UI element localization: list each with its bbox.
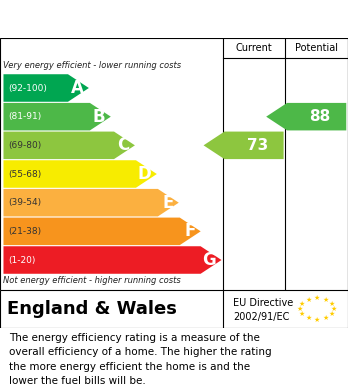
Text: ★: ★ [322, 315, 328, 321]
Text: Energy Efficiency Rating: Energy Efficiency Rating [9, 11, 230, 27]
Text: England & Wales: England & Wales [7, 300, 177, 318]
Text: D: D [138, 165, 152, 183]
Text: ★: ★ [299, 301, 305, 307]
Text: B: B [93, 108, 105, 126]
Text: ★: ★ [314, 295, 320, 301]
Text: (1-20): (1-20) [9, 255, 36, 265]
Text: F: F [184, 222, 196, 240]
Text: ★: ★ [322, 297, 328, 303]
Text: 2002/91/EC: 2002/91/EC [233, 312, 290, 322]
Text: ★: ★ [296, 306, 303, 312]
Polygon shape [3, 103, 111, 131]
Polygon shape [3, 189, 179, 217]
Polygon shape [3, 132, 135, 159]
Text: (92-100): (92-100) [9, 84, 48, 93]
Text: E: E [162, 194, 174, 212]
Text: ★: ★ [305, 315, 311, 321]
Text: Very energy efficient - lower running costs: Very energy efficient - lower running co… [3, 61, 182, 70]
Text: 88: 88 [309, 109, 331, 124]
Text: C: C [117, 136, 130, 154]
Text: A: A [71, 79, 84, 97]
Text: ★: ★ [328, 301, 334, 307]
Text: ★: ★ [314, 317, 320, 323]
Text: The energy efficiency rating is a measure of the
overall efficiency of a home. T: The energy efficiency rating is a measur… [9, 333, 271, 386]
Text: 73: 73 [247, 138, 268, 153]
Polygon shape [204, 132, 284, 159]
Text: ★: ★ [299, 311, 305, 317]
Text: ★: ★ [305, 297, 311, 303]
Text: (21-38): (21-38) [9, 227, 42, 236]
Text: (39-54): (39-54) [9, 198, 42, 207]
Text: Not energy efficient - higher running costs: Not energy efficient - higher running co… [3, 276, 181, 285]
Text: (69-80): (69-80) [9, 141, 42, 150]
Text: (55-68): (55-68) [9, 170, 42, 179]
Polygon shape [3, 74, 89, 102]
Polygon shape [3, 160, 157, 188]
Text: ★: ★ [328, 311, 334, 317]
Polygon shape [266, 103, 346, 131]
Text: ★: ★ [331, 306, 337, 312]
Polygon shape [3, 246, 222, 274]
Polygon shape [3, 217, 201, 245]
Text: (81-91): (81-91) [9, 112, 42, 121]
Text: Current: Current [236, 43, 272, 53]
Text: Potential: Potential [295, 43, 338, 53]
Text: EU Directive: EU Directive [233, 298, 293, 308]
Text: G: G [203, 251, 216, 269]
